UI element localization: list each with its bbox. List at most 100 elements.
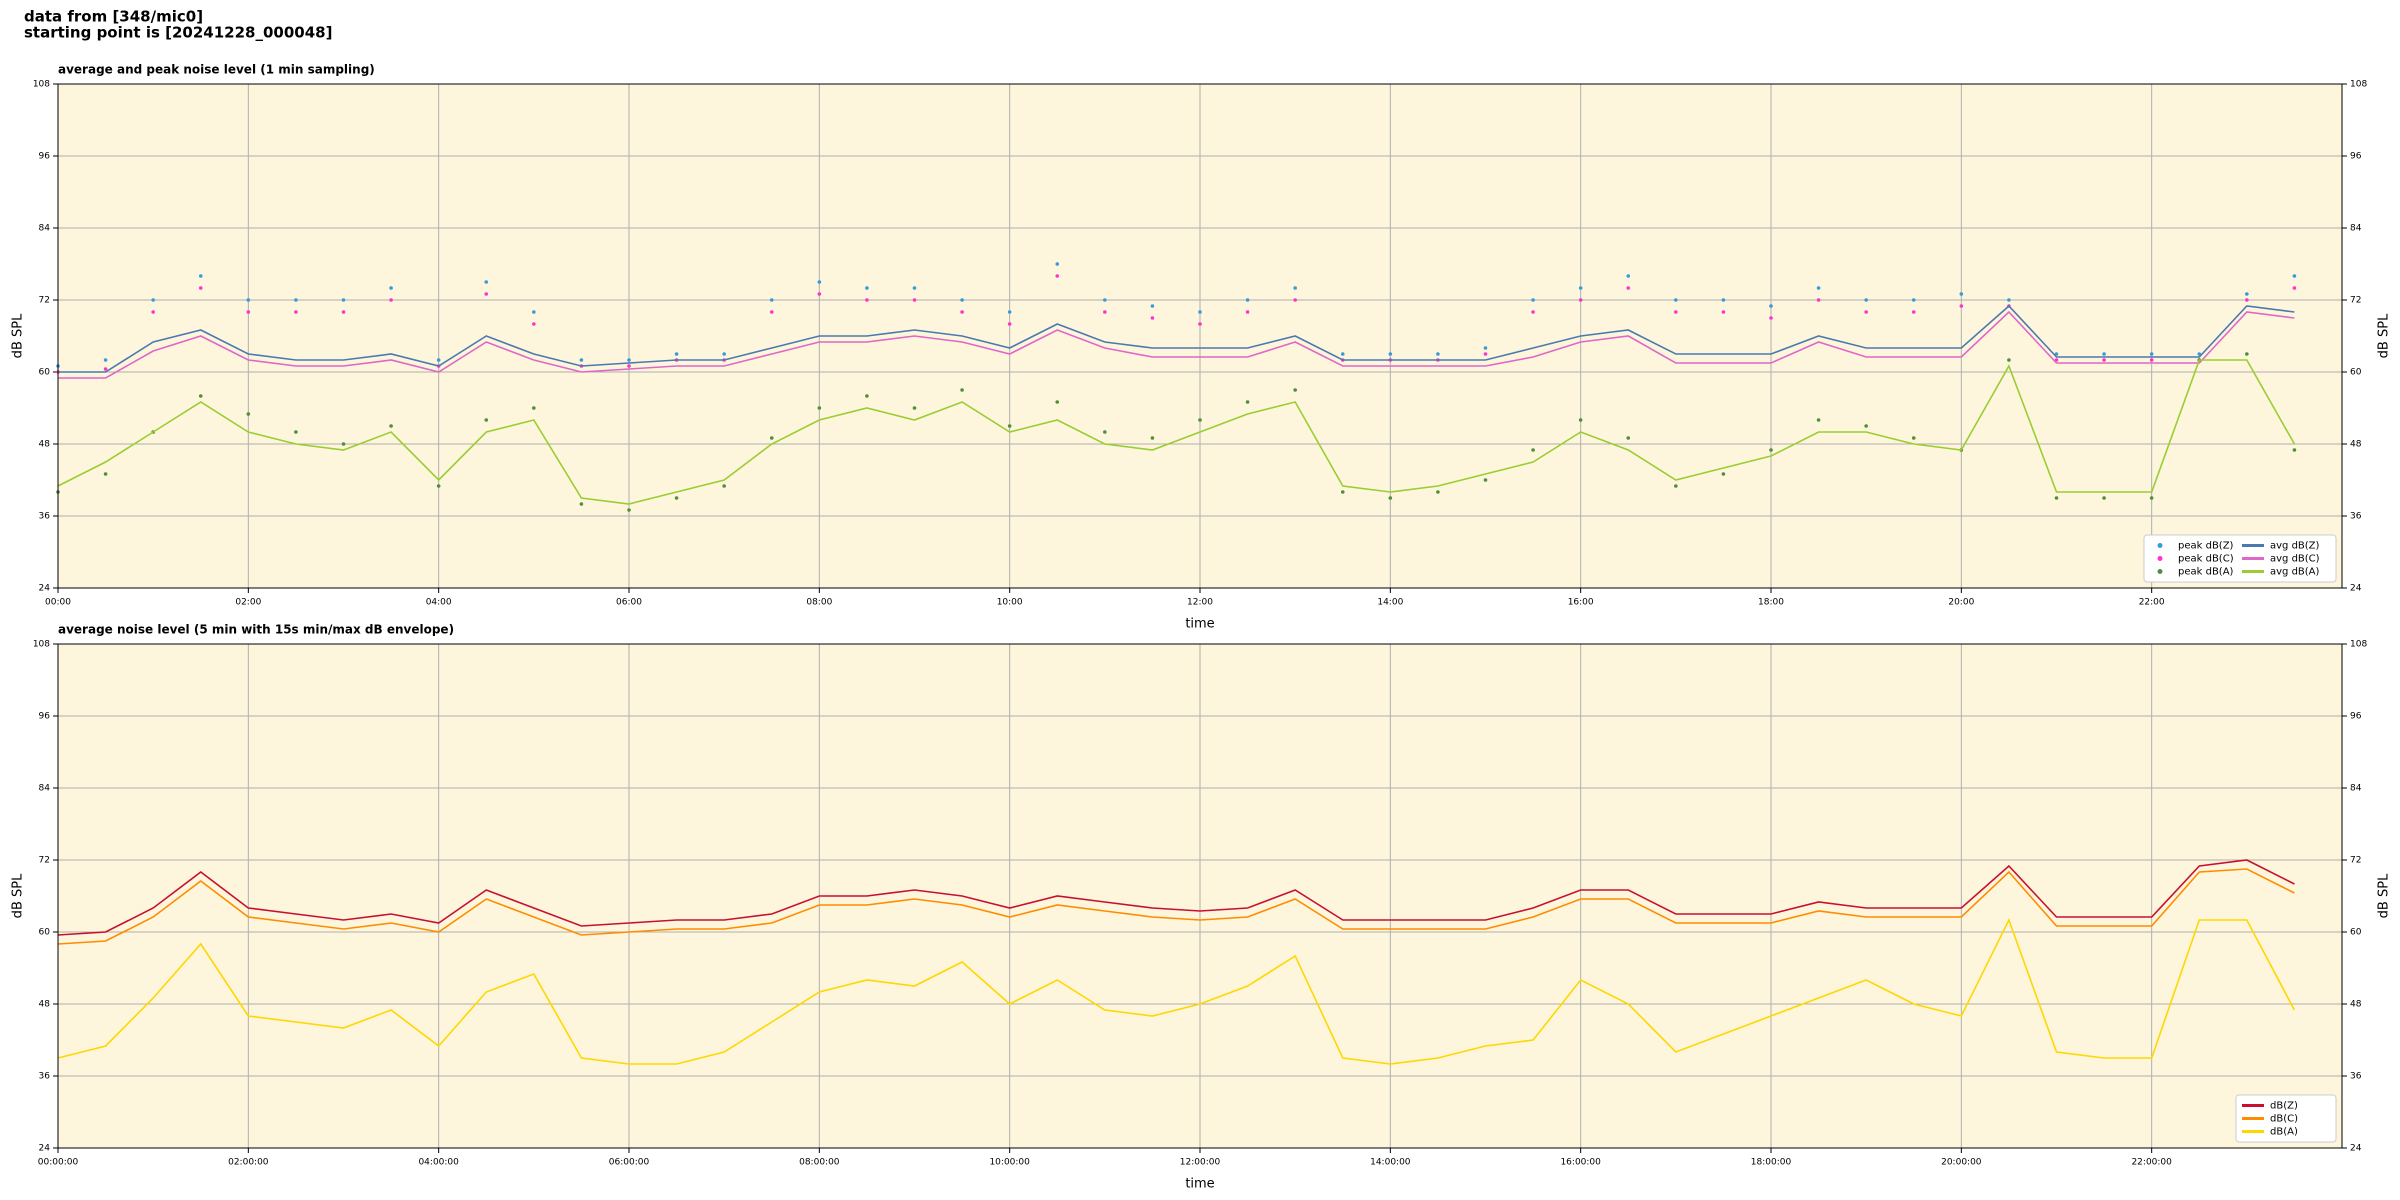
- peak-point: [341, 310, 346, 314]
- peak-point: [294, 298, 298, 302]
- peak-point: [1103, 430, 1107, 434]
- y-axis-label: dB SPL: [2377, 313, 2392, 358]
- peak-point: [579, 358, 584, 362]
- peak-point: [817, 292, 822, 296]
- peak-point: [1578, 298, 1583, 302]
- peak-point: [1721, 298, 1726, 302]
- peak-point: [532, 310, 536, 314]
- y-tick-label: 24: [39, 1144, 51, 1154]
- x-tick-label: 02:00:00: [228, 1158, 269, 1168]
- peak-point: [1388, 496, 1393, 500]
- peak-point: [1293, 298, 1297, 302]
- y-axis-label: dB SPL: [2377, 873, 2392, 918]
- peak-point: [484, 280, 489, 284]
- y-tick-label: 24: [2350, 584, 2362, 594]
- peak-point: [198, 394, 203, 398]
- peak-point: [246, 310, 251, 314]
- peak-point: [912, 286, 917, 290]
- peak-point: [2007, 358, 2011, 362]
- peak-point: [769, 298, 774, 302]
- peak-point: [769, 436, 774, 440]
- legend-label: dB(A): [2270, 1127, 2298, 1138]
- peak-point: [246, 412, 251, 416]
- x-tick-label: 04:00: [426, 598, 452, 608]
- peak-point: [1626, 436, 1631, 440]
- peak-point: [198, 286, 203, 290]
- peak-point: [103, 367, 108, 371]
- x-tick-label: 04:00:00: [418, 1158, 459, 1168]
- peak-point: [865, 298, 869, 302]
- peak-point: [1911, 310, 1916, 314]
- series-line: [57, 868, 2295, 945]
- peak-point: [294, 310, 298, 314]
- peak-point: [2102, 358, 2106, 362]
- x-tick-label: 10:00: [997, 598, 1023, 608]
- legend-marker: [2157, 543, 2163, 548]
- peak-point: [1436, 490, 1440, 494]
- peak-point: [1340, 352, 1345, 356]
- peak-point: [817, 280, 822, 284]
- x-tick-label: 00:00: [45, 598, 71, 608]
- peak-point: [769, 310, 774, 314]
- y-tick-label: 24: [2350, 1144, 2362, 1154]
- peak-point: [1007, 424, 1012, 428]
- peak-point: [1578, 418, 1583, 422]
- peak-point: [1055, 400, 1060, 404]
- x-tick-label: 00:00:00: [38, 1158, 79, 1168]
- x-tick-label: 10:00:00: [989, 1158, 1030, 1168]
- y-tick-label: 24: [39, 584, 51, 594]
- peak-point: [2102, 496, 2106, 500]
- x-tick-label: 16:00: [1568, 598, 1594, 608]
- legend-box: [2143, 534, 2337, 583]
- series-line: [58, 310, 2295, 379]
- peak-point: [674, 352, 679, 356]
- x-tick-label: 06:00: [616, 598, 642, 608]
- peak-point: [912, 298, 917, 302]
- x-tick-label: 12:00: [1187, 598, 1213, 608]
- legend-label: peak dB(Z): [2178, 541, 2234, 552]
- peak-point: [1055, 262, 1060, 266]
- peak-point: [865, 394, 869, 398]
- peak-point: [1293, 286, 1297, 290]
- y-tick-label: 36: [39, 512, 51, 522]
- y-tick-label: 84: [2350, 224, 2362, 234]
- y-tick-label: 48: [2350, 440, 2362, 450]
- peak-point: [389, 298, 393, 302]
- x-tick-label: 12:00:00: [1180, 1158, 1221, 1168]
- y-tick-label: 108: [33, 80, 50, 90]
- peak-point: [1436, 352, 1440, 356]
- peak-point: [960, 388, 964, 392]
- peak-point: [198, 274, 203, 278]
- peak-point: [341, 442, 346, 446]
- peak-point: [865, 286, 869, 290]
- peak-point: [151, 310, 155, 314]
- peak-point: [1816, 298, 1821, 302]
- y-tick-label: 60: [2350, 368, 2362, 378]
- y-tick-label: 96: [2350, 152, 2362, 162]
- peak-point: [1626, 274, 1631, 278]
- y-axis-label: dB SPL: [11, 313, 26, 358]
- y-tick-label: 96: [2350, 712, 2362, 722]
- peak-point: [1769, 316, 1773, 320]
- peak-point: [1293, 388, 1297, 392]
- peak-point: [1816, 286, 1821, 290]
- y-tick-label: 84: [39, 224, 51, 234]
- x-tick-label: 14:00:00: [1370, 1158, 1411, 1168]
- peak-point: [1483, 352, 1488, 356]
- x-tick-label: 08:00:00: [799, 1158, 840, 1168]
- peak-point: [2149, 358, 2154, 362]
- legend-label: avg dB(C): [2270, 554, 2320, 565]
- peak-point: [1245, 298, 1250, 302]
- peak-point: [1864, 310, 1868, 314]
- peak-point: [1483, 346, 1488, 350]
- peak-point: [2197, 352, 2202, 356]
- peak-point: [1864, 424, 1868, 428]
- peak-point: [1245, 310, 1250, 314]
- peak-point: [1388, 352, 1393, 356]
- chart-title: average noise level (5 min with 15s min/…: [58, 623, 454, 637]
- y-tick-label: 60: [39, 928, 51, 938]
- chart-title: average and peak noise level (1 min samp…: [58, 63, 375, 77]
- y-tick-label: 72: [39, 856, 50, 866]
- peak-point: [1150, 436, 1155, 440]
- peak-point: [1198, 310, 1202, 314]
